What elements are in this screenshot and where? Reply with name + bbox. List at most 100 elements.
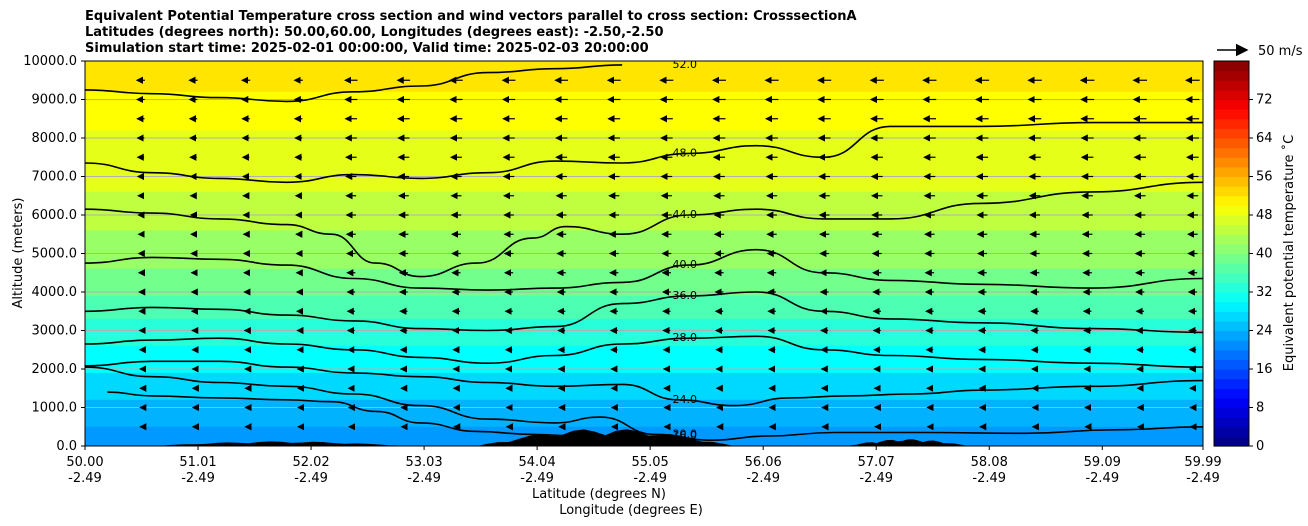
wind-key-label: 50 m/s [1258, 44, 1303, 59]
x-tick-label-lat: 52.02 [292, 455, 329, 470]
y-tick-label: 3000.0 [32, 324, 78, 339]
contour-line-7 [85, 121, 1203, 184]
colorbar-swatch [1214, 109, 1249, 120]
terrain-ridge-1 [476, 429, 735, 446]
contour-lines: 16.020.024.028.036.040.044.048.052.0 [85, 58, 1203, 442]
y-tick-label: 1000.0 [32, 401, 78, 416]
contour-label-1: 20.0 [673, 427, 698, 440]
terrain [152, 429, 970, 446]
chart-title-line-1: Equivalent Potential Temperature cross s… [85, 9, 857, 24]
x-tick-label-lat: 59.09 [1084, 455, 1121, 470]
contour-label-2: 24.0 [673, 393, 698, 406]
colorbar-swatch [1214, 166, 1249, 178]
colorbar-swatch [1214, 157, 1249, 168]
colorbar-swatch [1214, 378, 1249, 389]
colorbar-tick-label: 24 [1256, 324, 1273, 339]
x-tick-label-lon: -2.49 [972, 471, 1006, 486]
y-axis: 0.0 1000.0 2000.0 3000.0 4000.0 5000.0 6000.0 7… [23, 54, 85, 454]
colorbar-swatch [1214, 272, 1249, 283]
x-tick-label-lon: -2.49 [746, 471, 780, 486]
colorbar-tick-label: 72 [1256, 93, 1273, 108]
colorbar: 0 8 16 24 32 40 48 56 64 72 [1213, 60, 1273, 454]
y-tick-label: 0.0 [56, 439, 77, 454]
x-tick-label-lon: -2.49 [181, 471, 215, 486]
colorbar-swatch [1214, 397, 1249, 409]
colorbar-swatch [1214, 320, 1249, 332]
colorbar-tick-label: 40 [1256, 247, 1273, 262]
chart-title-line-2: Latitudes (degrees north): 50.00,60.00, … [85, 25, 664, 40]
y-tick-label: 6000.0 [32, 208, 78, 223]
wind-vectors [135, 76, 1200, 431]
terrain-ridge-0 [152, 441, 410, 446]
colorbar-tick-label: 32 [1256, 285, 1273, 300]
terrain-ridge-2 [846, 439, 970, 446]
y-tick-label: 8000.0 [32, 131, 78, 146]
contour-line-8 [85, 64, 623, 103]
colorbar-swatch [1214, 176, 1249, 187]
x-axis-label-lat: Latitude (degrees N) [532, 487, 666, 502]
colorbar-swatch [1214, 407, 1249, 418]
colorbar-swatch [1214, 330, 1249, 341]
colorbar-swatch [1214, 195, 1249, 206]
x-tick-label-lon: -2.49 [520, 471, 554, 486]
colorbar-swatch [1214, 253, 1249, 264]
colorbar-swatch [1214, 369, 1249, 380]
colorbar-label: Equivalent potential temperature ˚C [1281, 135, 1297, 371]
x-tick-label-lon: -2.49 [859, 471, 893, 486]
x-tick-label-lon: -2.49 [294, 471, 328, 486]
colorbar-swatch [1214, 205, 1249, 216]
colorbar-swatch [1214, 118, 1249, 129]
colorbar-swatch [1214, 263, 1249, 274]
y-tick-label: 10000.0 [23, 54, 77, 69]
x-tick-label-lat: 54.04 [519, 455, 556, 470]
colorbar-swatch [1214, 388, 1249, 399]
wind-key: 50 m/s [1217, 43, 1303, 59]
x-axis: 50.00-2.4951.01-2.4952.02-2.4953.03-2.49… [66, 446, 1222, 486]
x-tick-label-lat: 50.00 [66, 455, 103, 470]
x-tick-label-lat: 59.99 [1184, 455, 1221, 470]
contour-label-8: 52.0 [673, 58, 698, 71]
colorbar-swatch [1214, 417, 1249, 428]
colorbar-tick-label: 48 [1256, 208, 1273, 223]
grid [85, 99, 1203, 408]
colorbar-swatch [1214, 70, 1249, 81]
x-tick-label-lat: 57.07 [858, 455, 895, 470]
y-tick-label: 5000.0 [32, 247, 78, 262]
contour-label-4: 36.0 [673, 289, 698, 302]
y-tick-label: 7000.0 [32, 170, 78, 185]
x-tick-label-lon: -2.49 [1085, 471, 1119, 486]
colorbar-tick-label: 56 [1256, 170, 1273, 185]
colorbar-tick-label: 16 [1256, 362, 1273, 377]
y-axis-label: Altitude (meters) [11, 198, 26, 309]
colorbar-swatch [1214, 301, 1249, 312]
contour-line-4 [85, 291, 1203, 334]
x-tick-label-lat: 51.01 [179, 455, 216, 470]
colorbar-swatch [1214, 186, 1249, 197]
colorbar-swatch [1214, 349, 1249, 360]
x-tick-label-lat: 53.03 [405, 455, 442, 470]
colorbar-swatch [1214, 89, 1249, 101]
colorbar-swatch [1214, 292, 1249, 303]
colorbar-swatch [1214, 61, 1249, 72]
contour-label-6: 44.0 [673, 208, 698, 221]
contour-label-7: 48.0 [673, 146, 698, 159]
x-tick-label-lon: -2.49 [68, 471, 102, 486]
colorbar-swatch [1214, 311, 1249, 322]
colorbar-tick-label: 64 [1256, 131, 1273, 146]
contour-line-1 [85, 366, 1203, 442]
colorbar-swatch [1214, 128, 1249, 139]
colorbar-swatch [1214, 138, 1249, 149]
colorbar-swatch [1214, 80, 1249, 91]
contour-line-3 [85, 335, 1203, 368]
x-tick-label-lon: -2.49 [407, 471, 441, 486]
colorbar-swatch [1214, 215, 1249, 226]
chart-title-line-3: Simulation start time: 2025-02-01 00:00:… [85, 41, 649, 56]
contour-line-5 [85, 248, 1203, 291]
colorbar-swatch [1214, 359, 1249, 370]
colorbar-swatch [1214, 243, 1249, 255]
contour-label-3: 28.0 [673, 331, 698, 344]
x-tick-label-lon: -2.49 [1186, 471, 1220, 486]
colorbar-tick-label: 8 [1256, 401, 1264, 416]
x-tick-label-lat: 56.06 [745, 455, 782, 470]
